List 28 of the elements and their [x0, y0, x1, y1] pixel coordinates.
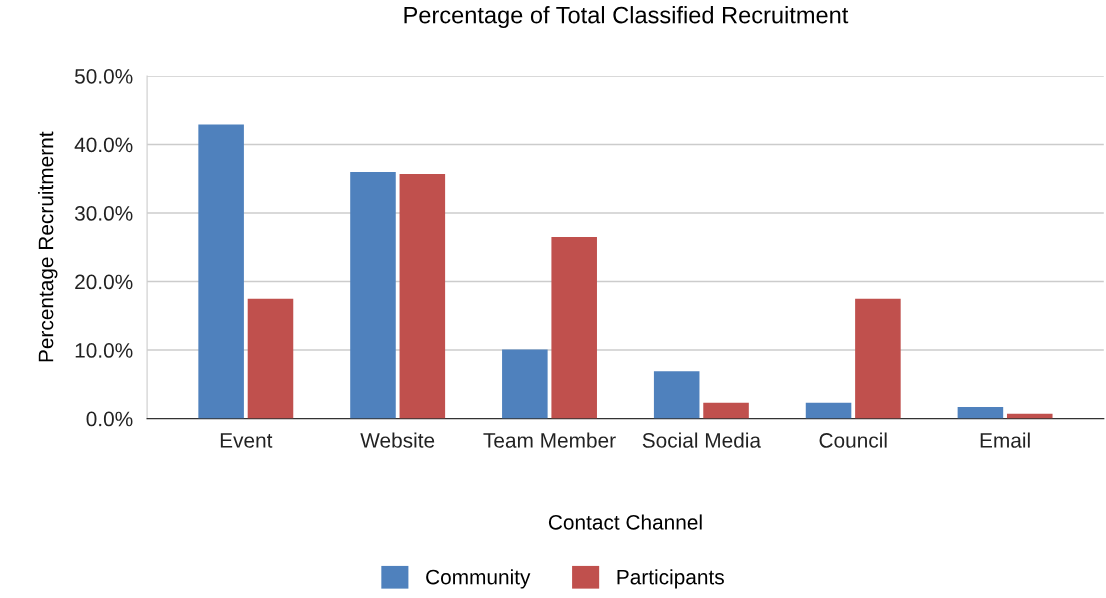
bar [855, 298, 901, 419]
y-tick-label: 20.0% [75, 274, 133, 290]
bar [957, 406, 1004, 419]
bar [551, 236, 597, 419]
bar [703, 402, 749, 419]
y-axis-title: Percentage Recruitmernt [38, 131, 58, 362]
bar [399, 173, 446, 419]
x-axis-title: Contact Channel [548, 514, 702, 530]
x-tick-label: Event [220, 433, 273, 448]
bar [198, 124, 244, 419]
legend-label: Community [426, 569, 531, 589]
chart-title: Percentage of Total Classified Recruitment [404, 6, 849, 29]
legend-label: Participants [617, 569, 724, 589]
x-tick-label: Email [980, 432, 1030, 448]
x-tick-label: Council [819, 432, 887, 448]
bar [653, 371, 700, 419]
bar [502, 349, 548, 419]
y-tick-label: 10.0% [75, 343, 133, 358]
y-tick-label: 0.0% [86, 411, 133, 427]
y-tick-label: 30.0% [74, 206, 133, 221]
bar [805, 402, 852, 419]
y-tick-label: 50.0% [74, 68, 133, 84]
x-tick-label: Team Member [483, 432, 616, 448]
y-tick-label: 40.0% [74, 137, 133, 153]
x-tick-label: Website [360, 432, 435, 448]
bar [350, 171, 396, 419]
x-tick-label: Social Media [642, 432, 762, 448]
bar [247, 298, 294, 419]
